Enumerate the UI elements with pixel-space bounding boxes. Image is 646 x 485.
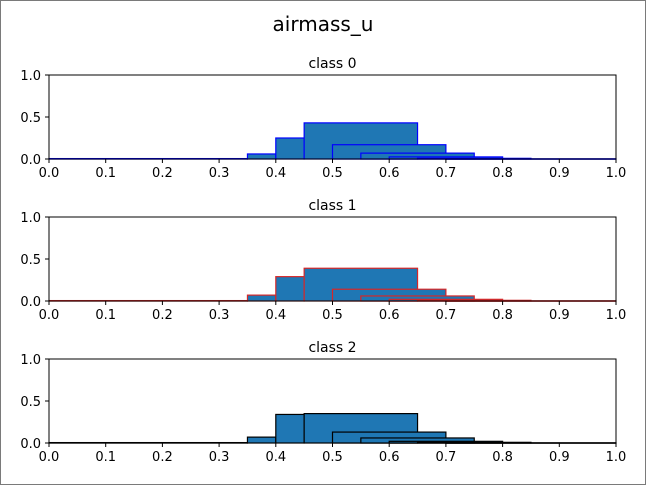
panel-title: class 2: [308, 340, 356, 356]
histogram-bar: [246, 294, 277, 302]
x-tick-label: 0.8: [492, 308, 513, 323]
histogram-bar: [275, 413, 305, 444]
y-tick-label: 0.5: [20, 253, 41, 268]
figure-title: airmass_u: [273, 12, 374, 36]
x-tick-label: 0.4: [265, 450, 286, 465]
panel-class-1: class 1 0.0 0.1 0.2 0.3 0.4 0.5 0.6 0.7 0.8 0.9 1.0…: [20, 198, 626, 323]
x-tick-label: 0.3: [209, 450, 230, 465]
x-tick-label: 0.3: [209, 308, 230, 323]
y-tick-label: 1.0: [20, 211, 41, 226]
x-tick-label: 0.5: [322, 450, 343, 465]
panel-title: class 0: [308, 56, 356, 72]
x-tick-label: 0.5: [322, 166, 343, 181]
x-tick-label: 0.8: [492, 166, 513, 181]
x-tick-label: 0.7: [436, 450, 457, 465]
x-tick-label: 0.1: [95, 166, 116, 181]
x-tick-label: 0.1: [95, 308, 116, 323]
x-tick-label: 1.0: [606, 166, 627, 181]
x-tick-label: 0.6: [379, 450, 400, 465]
y-tick-label: 0.0: [20, 437, 41, 452]
histogram-bar: [246, 153, 277, 160]
x-tick-label: 0.9: [549, 308, 570, 323]
x-tick-label: 0.8: [492, 450, 513, 465]
panel-class-2: class 2 0.0 0.1 0.2 0.3 0.4 0.5 0.6 0.7 0.8 0.9 1.0…: [20, 340, 626, 465]
y-tick-label: 1.0: [20, 353, 41, 368]
y-tick-label: 0.0: [20, 153, 41, 168]
x-tick-label: 0.9: [549, 450, 570, 465]
y-tick-label: 1.0: [20, 69, 41, 84]
x-tick-label: 0.2: [152, 166, 173, 181]
histogram-bar: [246, 436, 277, 444]
x-tick-label: 1.0: [606, 308, 627, 323]
x-tick-label: 0.5: [322, 308, 343, 323]
panel-title: class 1: [308, 198, 356, 214]
x-tick-label: 0.0: [39, 450, 60, 465]
x-tick-label: 0.9: [549, 166, 570, 181]
x-tick-label: 0.3: [209, 166, 230, 181]
y-tick-label: 0.5: [20, 111, 41, 126]
x-tick-label: 0.1: [95, 450, 116, 465]
x-tick-label: 0.4: [265, 166, 286, 181]
x-tick-label: 0.6: [379, 308, 400, 323]
x-tick-label: 0.2: [152, 450, 173, 465]
y-tick-label: 0.0: [20, 295, 41, 310]
histogram-bar: [275, 276, 305, 302]
x-tick-label: 0.6: [379, 166, 400, 181]
x-tick-label: 0.0: [39, 308, 60, 323]
x-tick-label: 0.4: [265, 308, 286, 323]
x-tick-label: 0.7: [436, 308, 457, 323]
panel-class-0: class 0 0.0 0.1 0.2 0.3 0.4 0.5 0.6 0.7 0.8 0.9 1.0…: [20, 56, 626, 181]
x-tick-label: 0.2: [152, 308, 173, 323]
x-tick-label: 0.7: [436, 166, 457, 181]
x-tick-label: 0.0: [39, 166, 60, 181]
histogram-bar: [275, 137, 305, 160]
x-tick-label: 1.0: [606, 450, 627, 465]
y-tick-label: 0.5: [20, 395, 41, 410]
